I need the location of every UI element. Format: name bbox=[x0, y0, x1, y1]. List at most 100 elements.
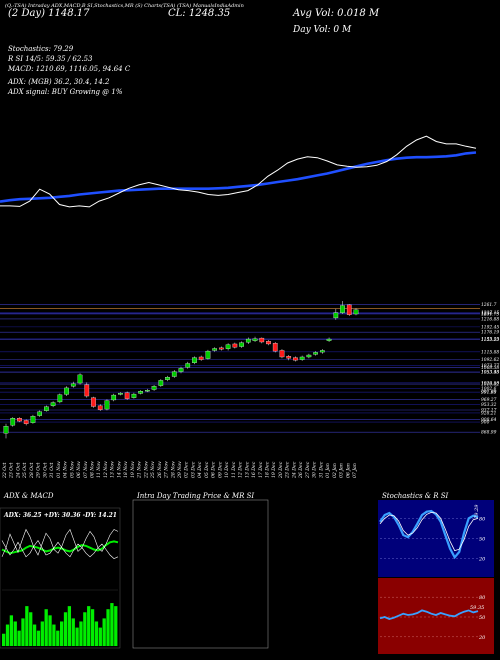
stochastics-value-label: 79.29 bbox=[474, 504, 480, 519]
date-tick-label: 25 Oct bbox=[22, 462, 28, 479]
adx-macd-title: ADX & MACD bbox=[4, 492, 54, 500]
candle-body bbox=[138, 391, 143, 394]
stochastics-tick-label: 50 bbox=[479, 537, 486, 543]
date-tick-label: 26 Nov bbox=[157, 461, 163, 479]
candle-body bbox=[10, 418, 16, 426]
price-level-label: 991.69 bbox=[481, 391, 497, 396]
price-level-label: 1234 bbox=[481, 312, 492, 317]
date-tick-label: 09 Dec bbox=[217, 461, 223, 478]
price-level-label: 928.21 bbox=[481, 411, 496, 416]
date-axis: 22 Oct 23 Oct 24 Oct 25 Oct 28 Oct 29 Oct 30 O… bbox=[2, 461, 358, 479]
candle-body bbox=[97, 405, 103, 410]
date-tick-label: 28 Nov bbox=[170, 461, 176, 479]
header-strip: (Q.:TSA) Intraday ADX,MACD,B SI,Stochast… bbox=[5, 3, 244, 9]
candle-body bbox=[144, 390, 150, 392]
candle-body bbox=[104, 400, 110, 410]
price-level-label: 900 bbox=[481, 421, 490, 426]
avg-vol-label: Avg Vol: 0.018 M bbox=[293, 8, 380, 19]
date-tick-label: 30 Oct bbox=[42, 462, 48, 478]
candle-body bbox=[131, 393, 137, 398]
candle-body bbox=[225, 344, 231, 349]
candle-body bbox=[17, 418, 22, 422]
candle-body bbox=[37, 411, 43, 416]
candlestick-layer bbox=[3, 300, 359, 439]
price-level-label: 991.95 bbox=[481, 391, 497, 396]
price-level-label: 1176.19 bbox=[481, 331, 499, 336]
adx-signal-readout: ADX signal: BUY Growing @ 1% bbox=[8, 88, 123, 96]
macd-histogram-bar bbox=[71, 618, 75, 646]
date-tick-label: 17 Dec bbox=[258, 461, 264, 478]
price-level-label: 868.99 bbox=[481, 431, 497, 436]
price-level-label: 1115.88 bbox=[481, 350, 499, 355]
candle-body bbox=[185, 363, 191, 368]
candle-body bbox=[70, 383, 76, 387]
macd-histogram-bar bbox=[25, 606, 29, 646]
date-tick-label: 06 Dec bbox=[211, 461, 217, 478]
date-tick-label: 22 Nov bbox=[143, 461, 149, 479]
date-tick-label: 23 Dec bbox=[285, 461, 291, 479]
candle-body bbox=[111, 394, 117, 401]
date-tick-label: 11 Nov bbox=[96, 461, 102, 478]
date-tick-label: 19 Dec bbox=[271, 461, 277, 478]
price-level-label: 1053.43 bbox=[481, 371, 499, 376]
rsi-tick-label: 50 bbox=[479, 615, 486, 621]
rsi-value-label: 59.35 bbox=[470, 605, 484, 611]
macd-histogram-bar bbox=[40, 621, 44, 646]
date-tick-label: 18 Nov bbox=[123, 461, 129, 478]
fast-moving-average-line bbox=[0, 135, 477, 208]
adx-macd-values: ADX: 36.25 +DY: 30.36 -DY: 14.21 bbox=[4, 512, 117, 519]
candle-body bbox=[293, 357, 298, 361]
day-vol-label: Day Vol: 0 M bbox=[293, 25, 352, 35]
date-tick-label: 21 Nov bbox=[137, 461, 143, 479]
price-level-label: 1020.58 bbox=[481, 381, 499, 386]
slow-moving-average-line bbox=[0, 151, 477, 203]
macd-histogram-bar bbox=[36, 630, 41, 646]
macd-histogram-bar bbox=[98, 627, 102, 646]
intraday-panel bbox=[132, 499, 269, 649]
price-level-label: 1192.45 bbox=[481, 325, 499, 330]
candle-body bbox=[198, 356, 204, 360]
candle-body bbox=[212, 348, 218, 351]
macd-histogram-bar bbox=[21, 618, 25, 646]
stochastics-title: Stochastics & R SI bbox=[382, 492, 449, 500]
candle-body bbox=[333, 312, 339, 319]
price-level-label: 1155.95 bbox=[481, 337, 499, 342]
price-levels-layer: 1261.71237.1512341231.751216.881192.4511… bbox=[0, 303, 499, 436]
candle-body bbox=[232, 343, 238, 348]
date-tick-label: 25 Nov bbox=[150, 461, 156, 479]
date-tick-label: 01 Jan bbox=[325, 463, 331, 478]
date-tick-label: 04 Dec bbox=[197, 461, 203, 478]
candle-body bbox=[124, 392, 130, 399]
date-tick-label: 12 Dec bbox=[238, 461, 244, 478]
date-tick-label: 02 Dec bbox=[184, 461, 190, 478]
rsi-series-line bbox=[379, 609, 479, 620]
price-level-label: 908.64 bbox=[481, 418, 497, 423]
candle-body bbox=[50, 402, 56, 406]
candle-body bbox=[44, 406, 49, 411]
candle-body bbox=[57, 394, 63, 403]
candle-body bbox=[340, 305, 345, 313]
rsi-tick-label: 80 bbox=[479, 595, 486, 601]
adx-readout: ADX: (MGB) 36.2, 30.4, 14.2 bbox=[8, 78, 110, 86]
date-tick-label: 27 Dec bbox=[305, 461, 311, 479]
macd-histogram-bar bbox=[114, 606, 118, 646]
macd-histogram-bar bbox=[87, 606, 91, 646]
candle-body bbox=[91, 397, 96, 407]
macd-histogram-bar bbox=[102, 618, 106, 646]
candle-body bbox=[192, 357, 197, 363]
candle-body bbox=[151, 386, 157, 390]
price-level-label: 1231.75 bbox=[481, 313, 499, 318]
candle-body bbox=[353, 309, 359, 315]
macd-histogram-bar bbox=[110, 603, 114, 646]
price-level-label: 1002.6 bbox=[481, 387, 497, 392]
macd-histogram-bar bbox=[44, 609, 48, 646]
date-tick-label: 31 Dec bbox=[318, 461, 324, 478]
adx-series-line bbox=[1, 539, 119, 559]
stochastics-series-line bbox=[379, 509, 479, 560]
candle-body bbox=[272, 343, 278, 352]
date-tick-label: 08 Nov bbox=[90, 461, 96, 478]
date-tick-label: 27 Nov bbox=[164, 461, 170, 479]
candle-body bbox=[279, 350, 285, 358]
candle-body bbox=[118, 392, 123, 395]
